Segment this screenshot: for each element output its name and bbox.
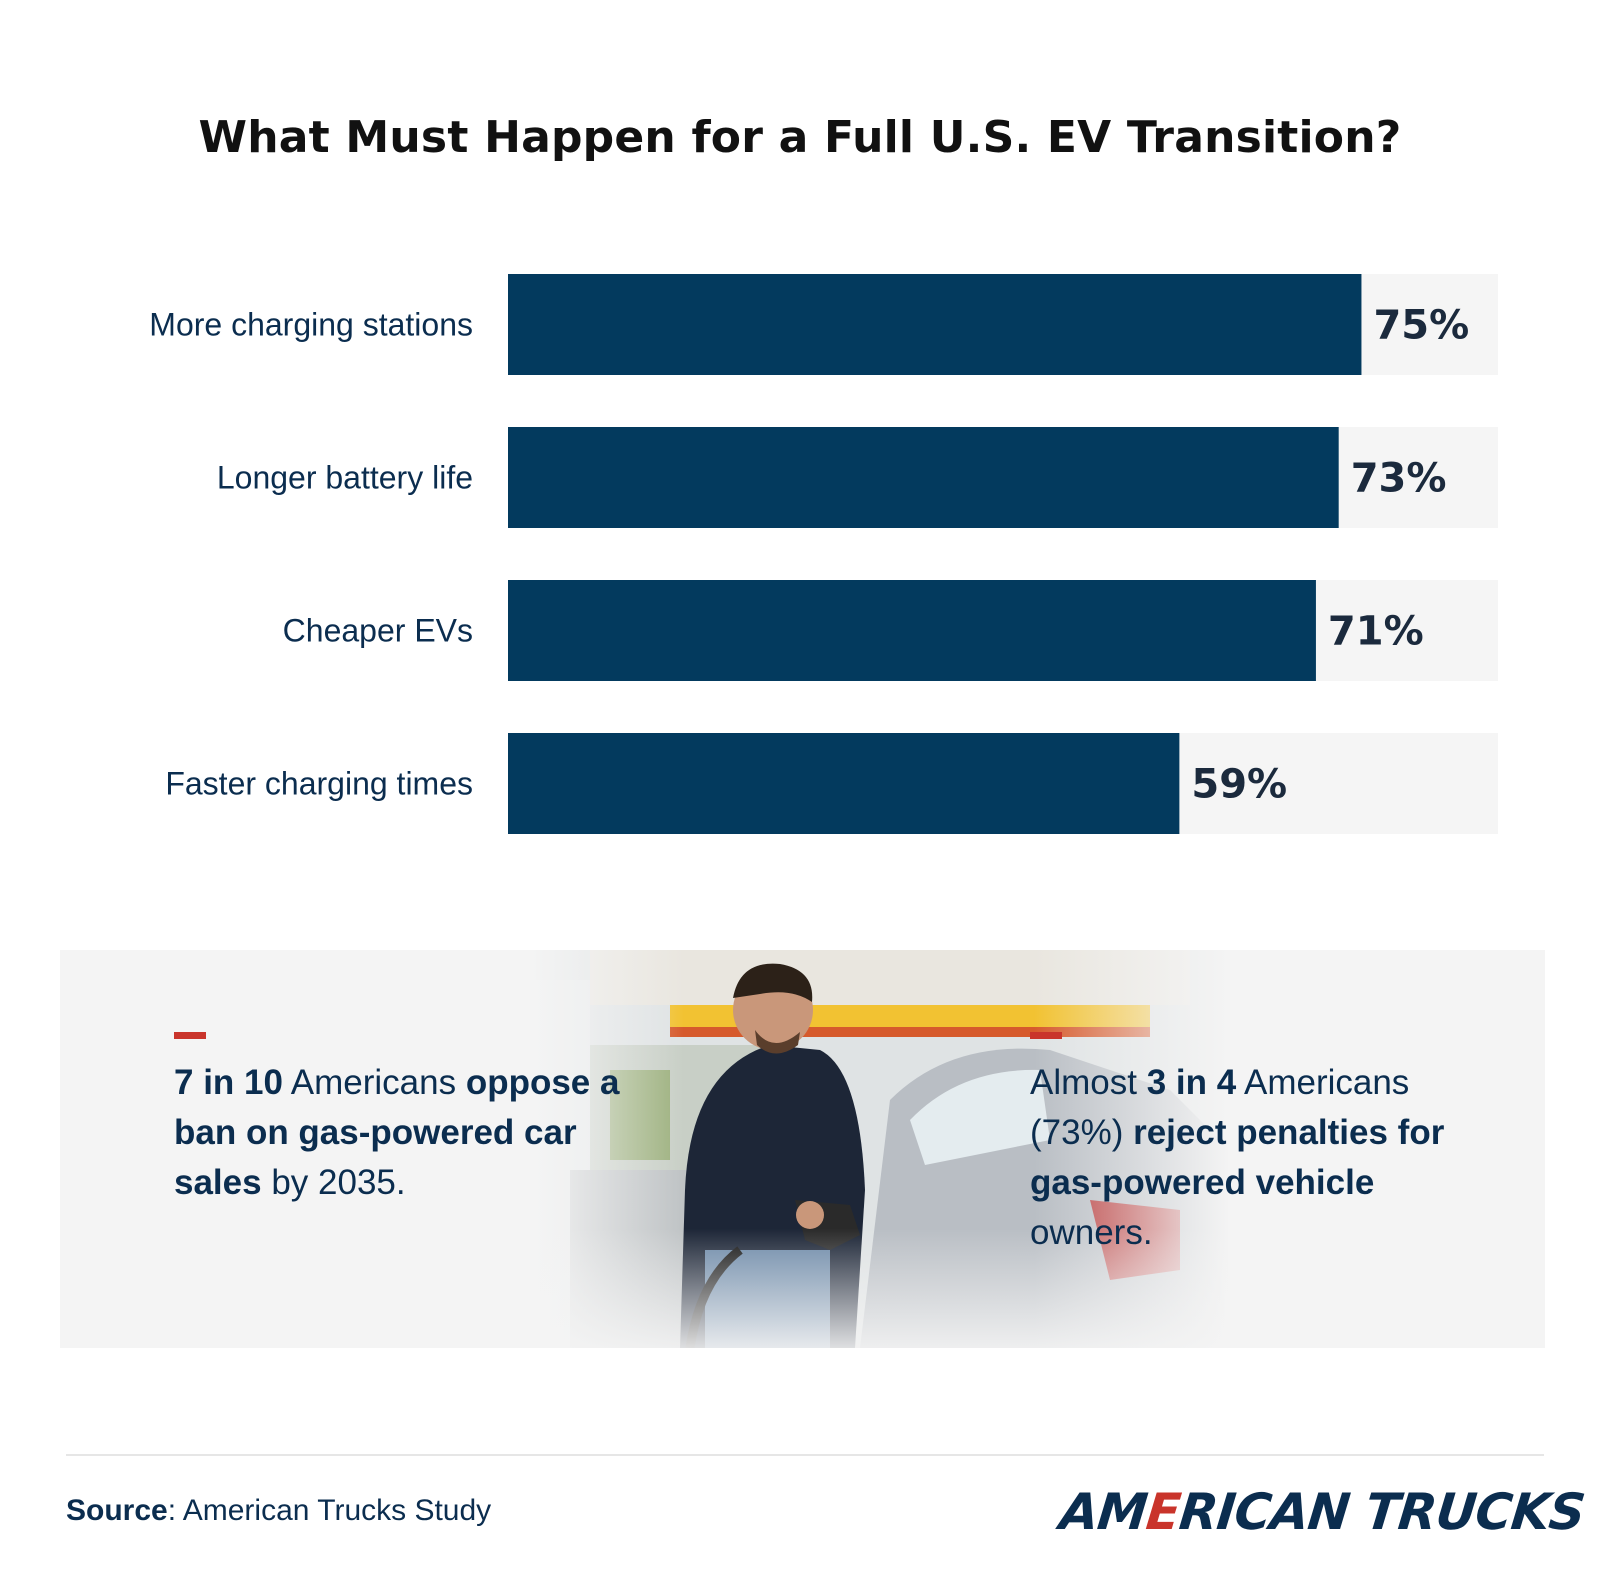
source-note: Source: American Trucks Study <box>66 1494 491 1528</box>
stat-text: by 2035. <box>261 1163 406 1202</box>
accent-dash <box>1030 1032 1062 1039</box>
stat-oppose-ban: 7 in 10 Americans oppose a ban on gas-po… <box>174 1058 634 1208</box>
stats-panel: 7 in 10 Americans oppose a ban on gas-po… <box>60 950 1545 1348</box>
data-label: 75% <box>1373 303 1469 349</box>
logo-text: AM <box>1057 1483 1150 1541</box>
bar <box>508 733 1180 834</box>
stat-highlight: oppose a ban on gas-powered car sales <box>174 1063 620 1202</box>
american-trucks-logo: AMERICAN TRUCKS <box>1057 1483 1587 1543</box>
source-label: Source <box>66 1494 168 1527</box>
stat-highlight: 3 in 4 <box>1146 1063 1237 1102</box>
source-text: : American Trucks Study <box>167 1494 492 1527</box>
stat-text: Americans <box>282 1063 466 1102</box>
logo-text: RICAN TRUCKS <box>1176 1483 1588 1541</box>
gas-station-photo <box>530 950 1230 1348</box>
footer-divider <box>66 1454 1544 1456</box>
category-label: More charging stations <box>149 307 473 343</box>
accent-dash <box>174 1032 206 1039</box>
stat-highlight: reject penalties for gas-powered vehicle <box>1030 1113 1445 1202</box>
chart-title: What Must Happen for a Full U.S. EV Tran… <box>198 112 1402 163</box>
stat-text: Americans (73%) <box>1030 1063 1410 1152</box>
bar <box>508 274 1362 375</box>
data-label: 71% <box>1328 609 1424 655</box>
stat-text: owners. <box>1030 1213 1153 1252</box>
data-label: 73% <box>1351 456 1447 502</box>
category-label: Cheaper EVs <box>283 613 473 649</box>
bar-chart: More charging stations 75% Longer battery … <box>149 274 1498 834</box>
category-label: Longer battery life <box>217 460 473 496</box>
data-label: 59% <box>1191 762 1287 808</box>
category-label: Faster charging times <box>165 766 473 802</box>
stat-reject-penalties: Almost 3 in 4 Americans (73%) reject pen… <box>1030 1058 1490 1258</box>
stat-highlight: 7 in 10 <box>174 1063 283 1102</box>
bar <box>508 580 1316 681</box>
stat-text: Almost <box>1030 1063 1147 1102</box>
bar <box>508 427 1339 528</box>
